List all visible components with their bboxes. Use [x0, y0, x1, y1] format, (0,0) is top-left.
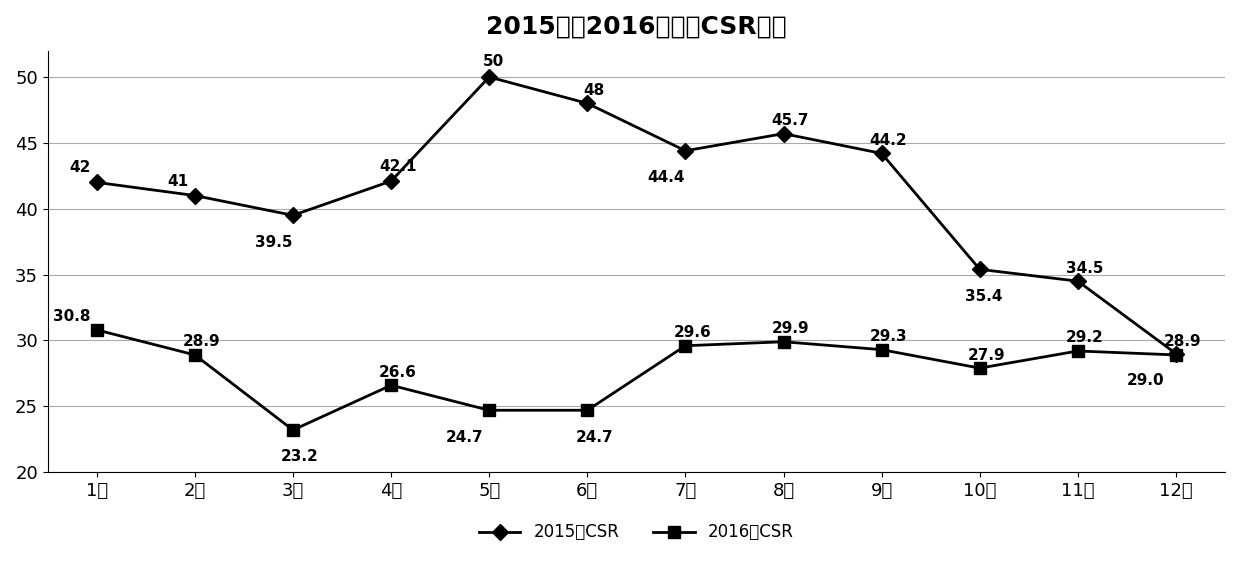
Text: 27.9: 27.9	[968, 348, 1006, 363]
Text: 42: 42	[69, 160, 91, 175]
Text: 39.5: 39.5	[254, 235, 293, 250]
2016年CSR	[89, 327, 104, 333]
Text: 29.6: 29.6	[673, 325, 712, 340]
2015年CSR	[89, 179, 104, 186]
2015年CSR	[972, 266, 987, 273]
Text: 29.9: 29.9	[771, 321, 810, 336]
Text: 28.9: 28.9	[1164, 335, 1202, 349]
2016年CSR	[972, 365, 987, 371]
2016年CSR	[678, 342, 693, 349]
2016年CSR	[874, 346, 889, 353]
2016年CSR	[187, 351, 202, 358]
Text: 44.2: 44.2	[869, 133, 908, 148]
Legend: 2015年CSR, 2016年CSR: 2015年CSR, 2016年CSR	[472, 517, 801, 548]
Text: 50: 50	[482, 54, 503, 68]
Text: 42.1: 42.1	[379, 159, 417, 174]
Text: 35.4: 35.4	[965, 289, 1003, 304]
Text: 45.7: 45.7	[771, 113, 810, 128]
Text: 26.6: 26.6	[379, 365, 417, 380]
2015年CSR	[678, 147, 693, 154]
2015年CSR	[285, 212, 300, 218]
2015年CSR	[776, 130, 791, 137]
2016年CSR	[383, 382, 398, 389]
Text: 28.9: 28.9	[184, 335, 221, 349]
2015年CSR	[383, 178, 398, 185]
2016年CSR	[776, 338, 791, 345]
Text: 34.5: 34.5	[1066, 260, 1104, 276]
Text: 44.4: 44.4	[647, 170, 684, 185]
2015年CSR	[874, 150, 889, 157]
2016年CSR	[1070, 348, 1085, 354]
2015年CSR	[1070, 278, 1085, 285]
2016年CSR	[1168, 351, 1183, 358]
Text: 29.3: 29.3	[869, 329, 908, 344]
2015年CSR	[1168, 350, 1183, 357]
2015年CSR	[580, 100, 595, 107]
Title: 2015年及2016年焦炭CSR对比: 2015年及2016年焦炭CSR对比	[486, 15, 786, 39]
2015年CSR	[482, 74, 497, 80]
2016年CSR	[580, 407, 595, 414]
2015年CSR	[187, 192, 202, 199]
Text: 23.2: 23.2	[281, 449, 319, 465]
Line: 2016年CSR: 2016年CSR	[92, 324, 1182, 436]
2016年CSR	[482, 407, 497, 414]
Text: 41: 41	[167, 174, 188, 188]
Text: 24.7: 24.7	[445, 430, 484, 445]
Text: 29.0: 29.0	[1127, 373, 1164, 388]
Line: 2015年CSR: 2015年CSR	[92, 71, 1182, 359]
2016年CSR	[285, 427, 300, 434]
Text: 48: 48	[584, 83, 605, 98]
Text: 30.8: 30.8	[53, 310, 91, 324]
Text: 24.7: 24.7	[575, 430, 613, 445]
Text: 29.2: 29.2	[1066, 331, 1104, 345]
